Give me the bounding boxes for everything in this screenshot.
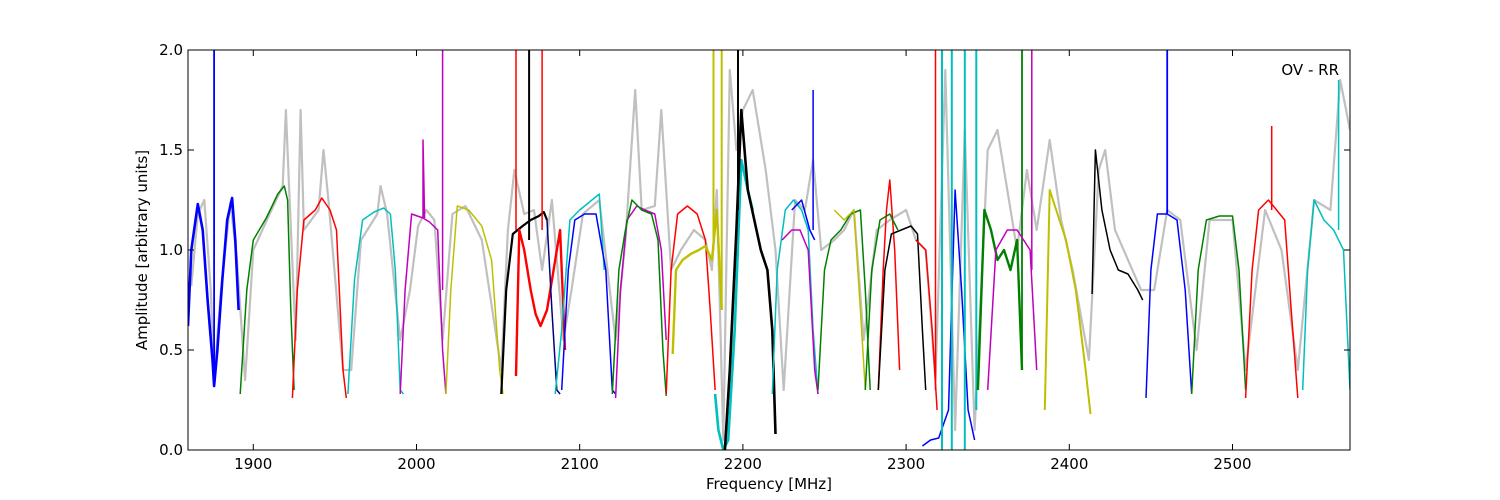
series-line-49: [1145, 213, 1193, 399]
series-line-47: [1043, 189, 1092, 415]
series-line-48: [1091, 149, 1144, 301]
series-line-1: [188, 196, 240, 388]
y-tick-label: 2.0: [159, 41, 183, 59]
x-tick-label: 2400: [1050, 455, 1088, 473]
series-line-51: [1190, 215, 1247, 395]
series-line-12: [514, 228, 567, 377]
series-line-36: [915, 239, 938, 411]
series-line-4: [291, 197, 348, 399]
series-line-25: [723, 108, 777, 450]
series-line-34: [864, 213, 899, 391]
x-axis-label: Frequency [MHz]: [706, 475, 832, 493]
series-line-30: [781, 229, 819, 395]
series-line-45: [986, 229, 1038, 391]
series-layer: [188, 50, 1350, 450]
chart-annotation: OV - RR: [1281, 61, 1339, 79]
series-line-52: [1244, 199, 1299, 399]
y-tick-label: 1.5: [159, 141, 183, 159]
x-tick-label: 2200: [724, 455, 762, 473]
series-line-28: [791, 199, 816, 241]
series-line-16: [554, 193, 605, 395]
series-line-32: [833, 209, 867, 391]
series-line-35: [877, 225, 927, 391]
series-line-5: [347, 207, 404, 395]
x-tick-label: 1900: [234, 455, 272, 473]
plot-frame: [187, 49, 1351, 451]
series-line-7: [422, 139, 426, 219]
series-line-33: [877, 179, 901, 391]
series-line-21: [671, 208, 723, 355]
series-line-9: [445, 205, 504, 395]
y-tick-label: 0.0: [159, 441, 183, 459]
series-line-17: [560, 213, 617, 395]
series-line-20: [665, 205, 716, 395]
tick-layer: 1900 2000 2100 2200 2300 2400 2500 0.0 0.5 1.0 1.5…: [159, 41, 1350, 473]
x-tick-label: 2000: [397, 455, 435, 473]
y-tick-label: 0.5: [159, 341, 183, 359]
series-line-15: [546, 219, 561, 395]
series-line-31: [817, 209, 871, 391]
series-line-54: [1301, 199, 1350, 391]
series-line-3: [239, 185, 295, 395]
reference-series-line: [190, 68, 1350, 442]
x-tick-label: 2100: [561, 455, 599, 473]
series-line-43: [976, 208, 1024, 391]
series-line-6: [399, 213, 447, 395]
x-tick-label: 2500: [1213, 455, 1251, 473]
series-line-10: [500, 210, 549, 395]
series-line-18: [614, 205, 667, 399]
x-tick-label: 2300: [887, 455, 925, 473]
y-axis-label: Amplitude [arbitrary units]: [133, 150, 151, 350]
y-tick-label: 1.0: [159, 241, 183, 259]
series-line-19: [611, 199, 667, 397]
